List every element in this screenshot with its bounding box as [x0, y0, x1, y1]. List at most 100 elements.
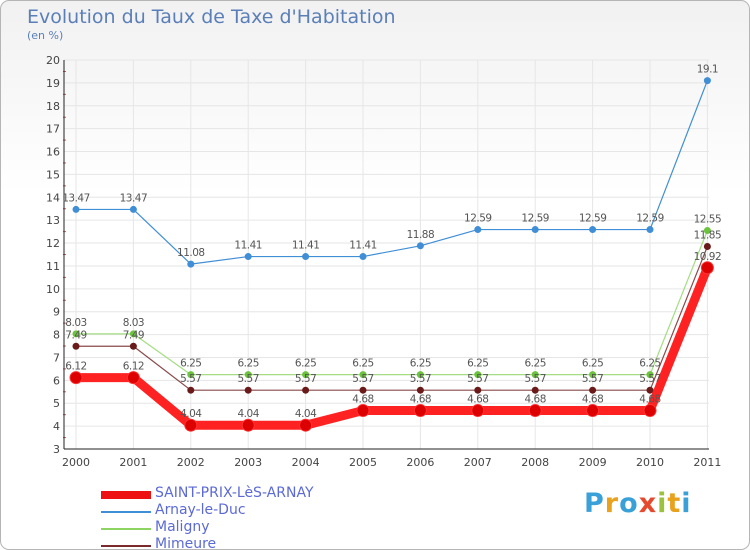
- y-tick-label: 5: [53, 397, 60, 410]
- data-label-saint-prix: 4.04: [180, 408, 202, 420]
- data-label-saint-prix: 4.68: [582, 394, 603, 406]
- data-label-saint-prix: 4.04: [238, 408, 260, 420]
- y-tick-label: 15: [46, 168, 60, 181]
- x-tick-label: 2000: [62, 456, 90, 469]
- y-tick-label: 19: [46, 77, 60, 90]
- data-label-mimeure: 5.57: [410, 373, 431, 385]
- data-label-arnay-le-duc: 13.47: [120, 192, 148, 204]
- data-point-maligny: [646, 371, 654, 379]
- x-tick-label: 2002: [177, 456, 205, 469]
- data-label-maligny: 6.25: [295, 358, 316, 370]
- data-point-mimeure: [244, 386, 252, 394]
- data-point-mimeure: [129, 342, 137, 350]
- data-label-mimeure: 5.57: [467, 373, 488, 385]
- y-tick-label: 10: [46, 283, 60, 296]
- legend-label: Maligny: [155, 519, 210, 535]
- y-tick-label: 18: [46, 100, 60, 113]
- data-label-saint-prix: 4.04: [295, 408, 317, 420]
- y-tick-label: 20: [46, 54, 60, 67]
- logo-letter: x: [638, 488, 658, 519]
- data-label-arnay-le-duc: 13.47: [62, 192, 90, 204]
- x-tick-label: 2005: [349, 456, 377, 469]
- data-point-maligny: [72, 330, 80, 338]
- data-label-saint-prix: 4.68: [467, 394, 488, 406]
- data-label-mimeure: 11.85: [694, 229, 722, 241]
- y-tick-label: 12: [46, 237, 60, 250]
- data-label-mimeure: 5.57: [180, 373, 201, 385]
- data-label-maligny: 6.25: [352, 358, 373, 370]
- data-point-maligny: [302, 371, 310, 379]
- data-label-saint-prix: 6.12: [123, 361, 144, 373]
- data-label-arnay-le-duc: 11.41: [234, 240, 262, 252]
- logo-letter: P: [584, 488, 605, 519]
- y-tick-label: 3: [53, 443, 60, 456]
- data-label-saint-prix: 4.68: [410, 394, 431, 406]
- y-tick-label: 14: [46, 191, 60, 204]
- data-label-mimeure: 5.57: [352, 373, 373, 385]
- data-point-mimeure: [416, 386, 424, 394]
- logo-letter: i: [657, 488, 668, 519]
- data-label-mimeure: 5.57: [639, 373, 660, 385]
- data-point-saint-prix: [643, 404, 657, 418]
- y-tick-label: 6: [53, 374, 60, 387]
- data-label-maligny: 6.25: [238, 358, 259, 370]
- series-line-maligny: [75, 229, 709, 376]
- data-point-maligny: [244, 371, 252, 379]
- legend-swatch: [101, 545, 151, 547]
- data-label-saint-prix: 4.68: [639, 394, 660, 406]
- data-label-maligny: 8.03: [123, 317, 144, 329]
- data-label-mimeure: 5.57: [295, 373, 316, 385]
- y-tick-label: 9: [53, 306, 60, 319]
- data-point-arnay-le-duc: [302, 253, 310, 261]
- y-tick-label: 11: [46, 260, 60, 273]
- data-point-arnay-le-duc: [416, 242, 424, 250]
- legend-swatch: [101, 511, 151, 513]
- proxiti-logo: Proxiti: [584, 488, 692, 519]
- data-point-mimeure: [646, 386, 654, 394]
- data-point-arnay-le-duc: [589, 226, 597, 234]
- data-point-mimeure: [703, 242, 711, 250]
- data-label-arnay-le-duc: 12.59: [464, 213, 492, 225]
- data-point-maligny: [187, 371, 195, 379]
- data-point-maligny: [416, 371, 424, 379]
- data-point-mimeure: [531, 386, 539, 394]
- legend-label: Mimeure: [155, 536, 217, 550]
- data-point-arnay-le-duc: [474, 226, 482, 234]
- x-tick-label: 2004: [292, 456, 320, 469]
- series-line-arnay-le-duc: [75, 79, 709, 265]
- logo-letter: o: [619, 488, 639, 519]
- series-line-mimeure: [75, 245, 709, 391]
- data-point-saint-prix: [700, 261, 714, 275]
- y-tick-label: 16: [46, 146, 60, 159]
- data-point-mimeure: [72, 342, 80, 350]
- data-label-mimeure: 5.57: [525, 373, 546, 385]
- x-tick-label: 2008: [521, 456, 549, 469]
- data-label-arnay-le-duc: 19.1: [697, 64, 718, 76]
- data-label-maligny: 6.25: [639, 358, 660, 370]
- logo-letter: i: [681, 488, 692, 519]
- data-label-saint-prix: 4.68: [352, 394, 373, 406]
- data-point-saint-prix: [586, 404, 600, 418]
- data-point-arnay-le-duc: [646, 226, 654, 234]
- data-label-maligny: 8.03: [65, 317, 86, 329]
- legend-label: SAINT-PRIX-LèS-ARNAY: [155, 485, 314, 501]
- chart-title: Evolution du Taux de Taxe d'Habitation: [27, 6, 396, 28]
- y-axis-unit-label: (en %): [27, 29, 64, 42]
- data-point-saint-prix: [528, 404, 542, 418]
- data-point-mimeure: [589, 386, 597, 394]
- data-point-arnay-le-duc: [72, 205, 80, 213]
- data-point-saint-prix: [299, 418, 313, 432]
- y-tick-label: 13: [46, 214, 60, 227]
- data-point-mimeure: [187, 386, 195, 394]
- y-tick-label: 4: [53, 420, 60, 433]
- data-label-arnay-le-duc: 12.59: [636, 213, 664, 225]
- legend-swatch: [101, 491, 151, 499]
- x-tick-label: 2003: [234, 456, 262, 469]
- data-label-maligny: 6.25: [180, 358, 201, 370]
- series-line-saint-prix: [71, 263, 712, 430]
- data-label-arnay-le-duc: 11.88: [407, 229, 435, 241]
- data-label-saint-prix: 6.12: [65, 361, 86, 373]
- legend-swatch: [101, 528, 151, 530]
- logo-letter: t: [667, 488, 682, 519]
